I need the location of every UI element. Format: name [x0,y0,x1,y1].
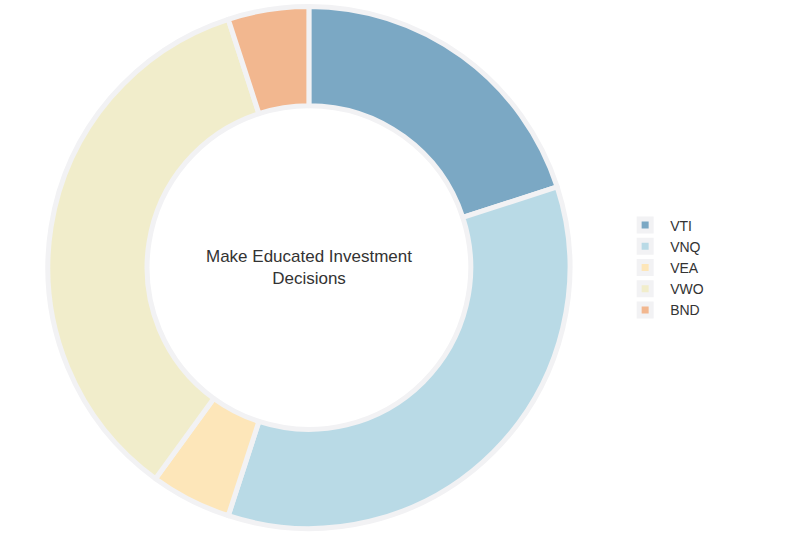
svg-text:Make Educated InvestmentDecisi: Make Educated InvestmentDecisions [206,247,412,288]
svg-text:VNQ: VNQ [670,239,700,255]
svg-text:BND: BND [670,302,700,318]
svg-text:VWO: VWO [670,281,704,297]
svg-text:VEA: VEA [670,260,699,276]
svg-text:VTI: VTI [670,218,692,234]
